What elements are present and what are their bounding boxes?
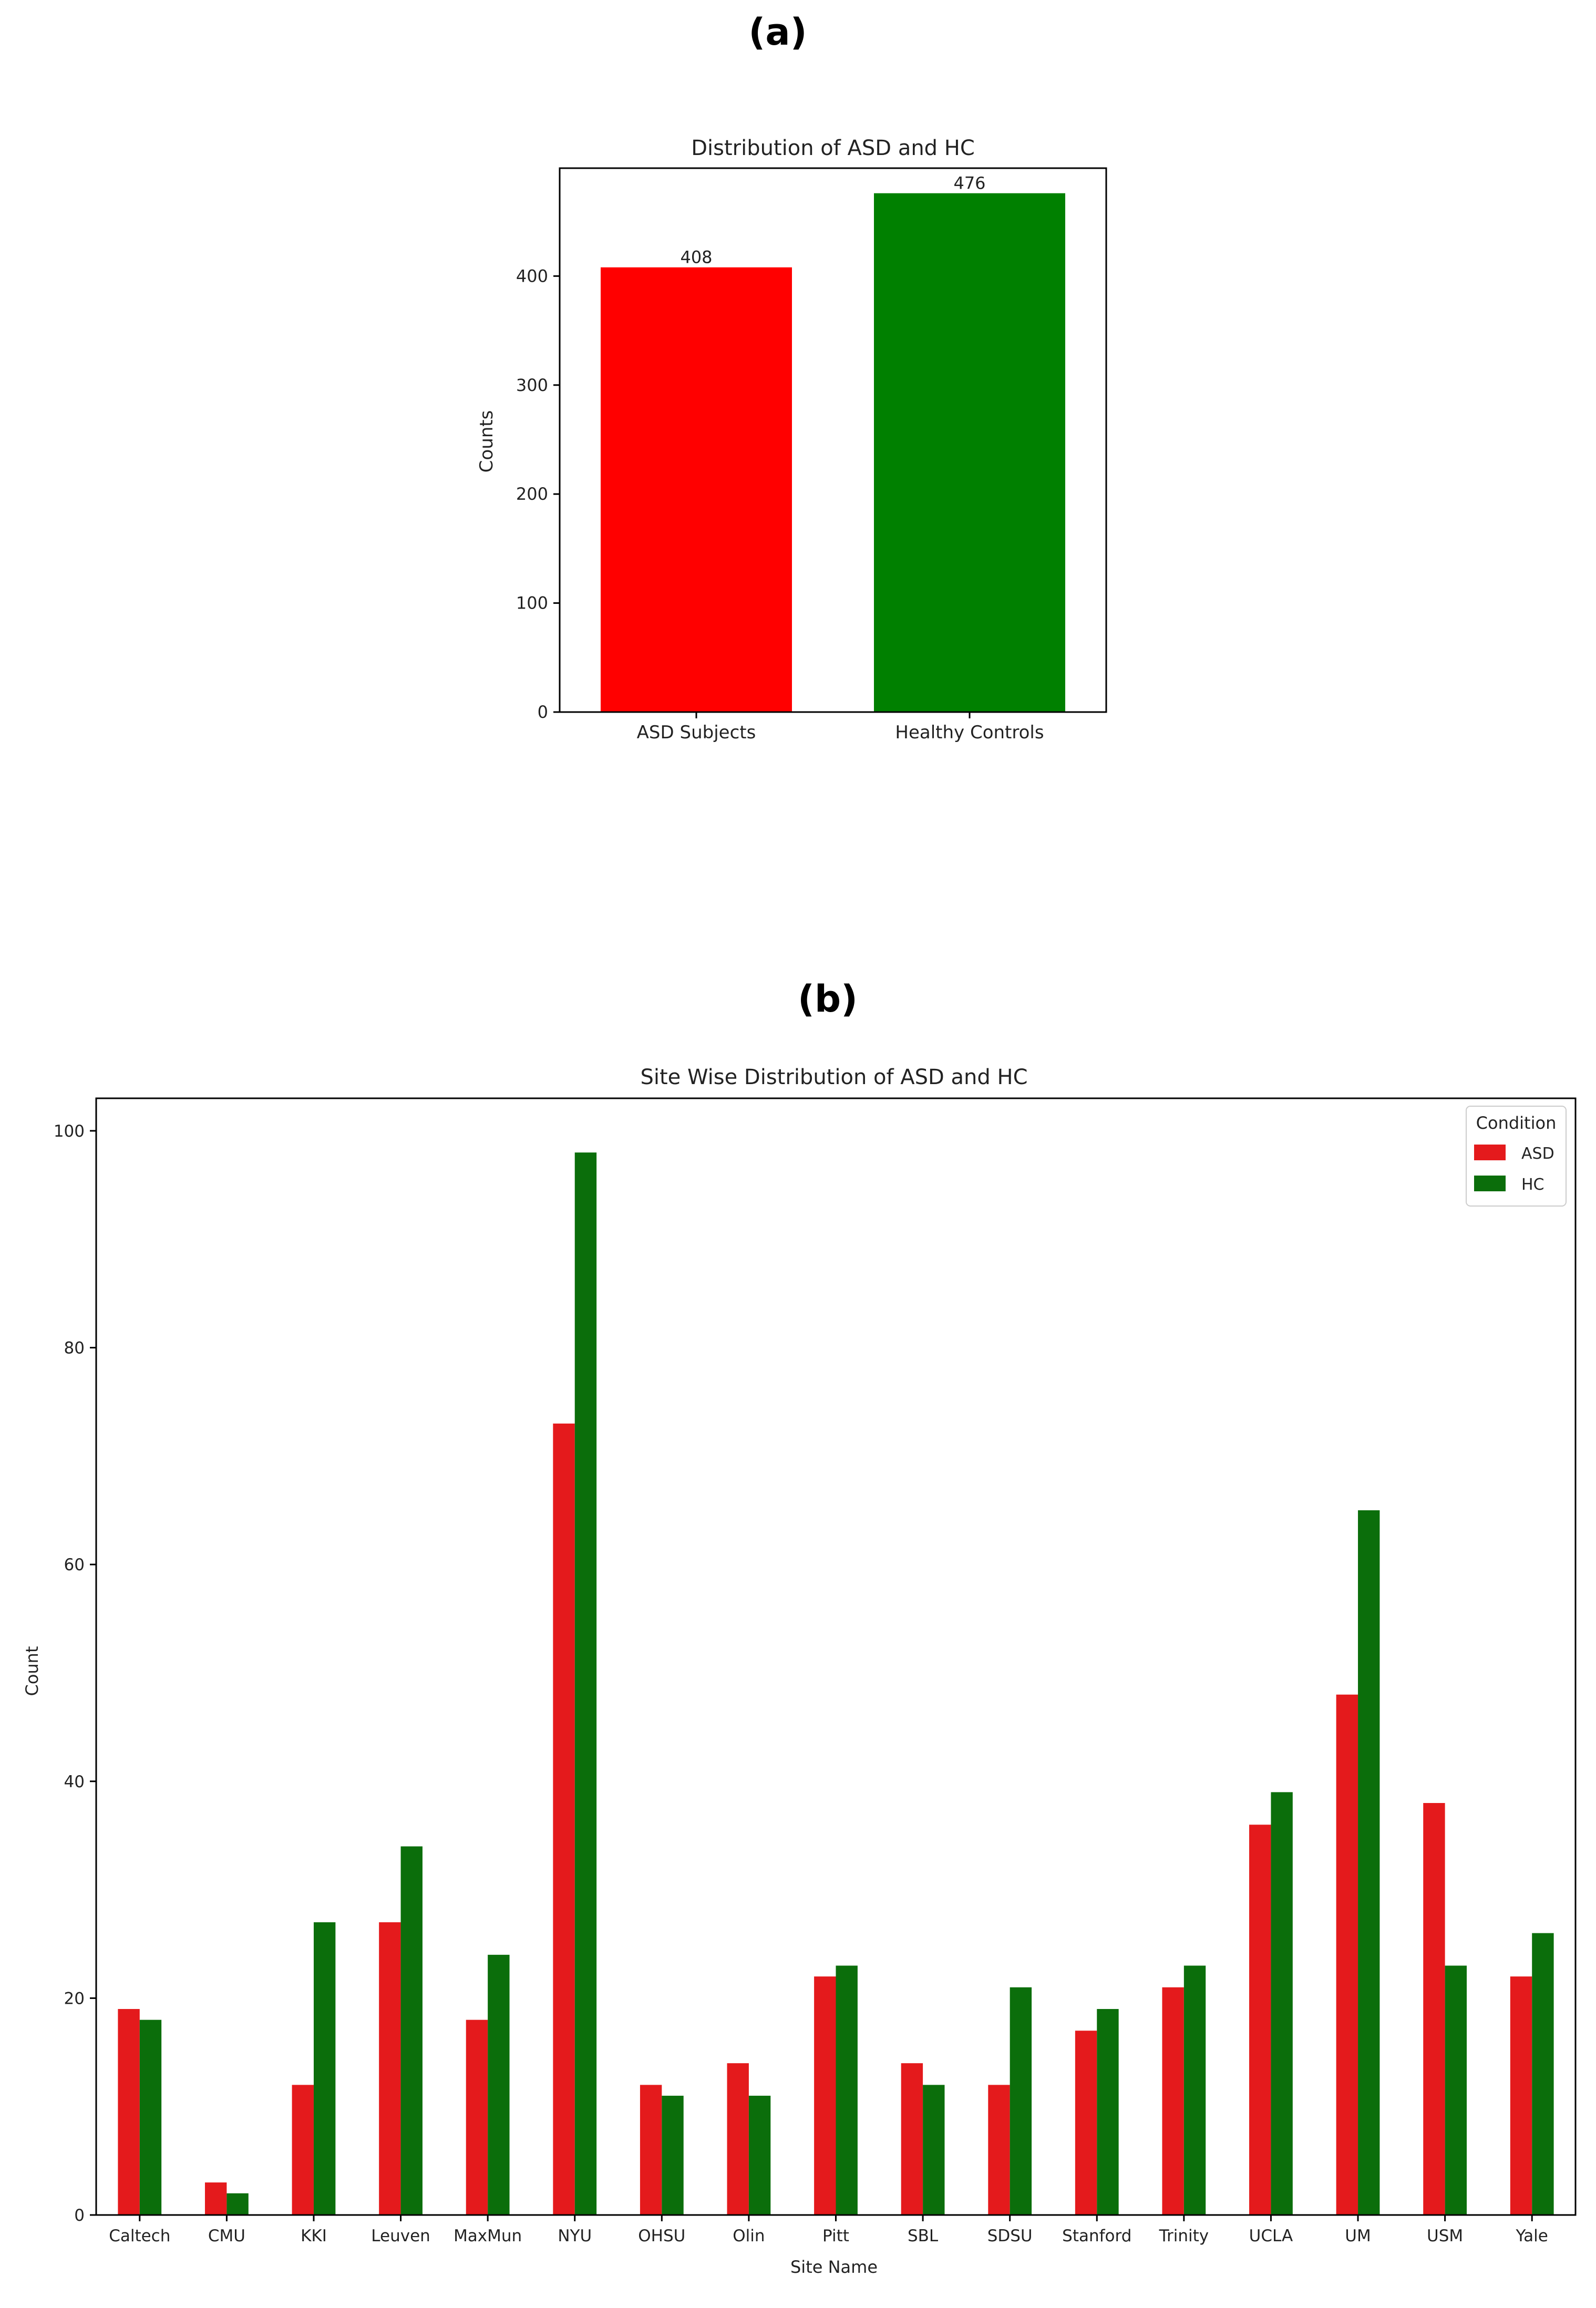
data-label-healthy-controls: 476: [953, 173, 985, 193]
x-tick-label-caltech: Caltech: [109, 2227, 170, 2245]
bar-hc-sbl: [923, 2085, 945, 2215]
bar-asd-ucla: [1249, 1825, 1271, 2215]
y-tick-label: 100: [516, 593, 548, 613]
chart-a-ylabel: Counts: [476, 410, 497, 473]
chart-a-plot-frame: [559, 167, 1107, 713]
x-tick-label-pitt: Pitt: [822, 2227, 849, 2245]
bar-asd-cmu: [204, 2182, 227, 2215]
legend-label-asd: ASD: [1521, 1145, 1554, 1163]
x-tick-label-leuven: Leuven: [371, 2227, 430, 2245]
chart-a-asd-hc-distribution: Distribution of ASD and HC Counts 0 100 20…: [476, 136, 1107, 743]
chart-a-title: Distribution of ASD and HC: [691, 136, 975, 160]
x-tick-label-ucla: UCLA: [1249, 2227, 1293, 2245]
x-tick-label-olin: Olin: [733, 2227, 765, 2245]
x-tick-label-asd-subjects: ASD Subjects: [637, 722, 756, 743]
x-tick-label-stanford: Stanford: [1062, 2227, 1131, 2245]
y-tick-label: 60: [64, 1555, 85, 1574]
bar-hc-cmu: [226, 2193, 249, 2215]
panel-b-label: (b): [797, 977, 858, 1021]
y-tick-label: 80: [64, 1339, 85, 1358]
y-tick-label: 20: [64, 1989, 85, 2008]
y-tick-label: 0: [74, 2206, 85, 2225]
chart-b-site-wise-distribution: Site Wise Distribution of ASD and HC Cou…: [22, 1065, 1577, 2277]
y-tick-label: 300: [516, 375, 548, 395]
legend-swatch-asd: [1474, 1145, 1506, 1160]
bar-asd-um: [1336, 1694, 1358, 2215]
bar-asd-sdsu: [988, 2085, 1010, 2215]
chart-b-xlabel: Site Name: [790, 2257, 878, 2277]
legend-label-hc: HC: [1521, 1176, 1544, 1194]
bar-hc-sdsu: [1010, 1987, 1032, 2215]
x-tick-label-sbl: SBL: [908, 2227, 939, 2245]
x-tick-label-sdsu: SDSU: [987, 2227, 1033, 2245]
chart-b-ylabel: Count: [22, 1646, 42, 1696]
x-tick-label-yale: Yale: [1516, 2227, 1548, 2245]
bar-asd-sbl: [901, 2063, 923, 2215]
x-tick-label-usm: USM: [1427, 2227, 1463, 2245]
bar-asd-leuven: [379, 1922, 401, 2215]
y-tick-label: 40: [64, 1773, 85, 1791]
bar-asd-subjects: [601, 267, 792, 712]
x-tick-label-um: UM: [1345, 2227, 1371, 2245]
x-tick-label-trinity: Trinity: [1159, 2227, 1209, 2245]
legend-title: Condition: [1476, 1113, 1557, 1133]
bar-healthy-controls: [874, 193, 1065, 712]
chart-b-plot-frame: [95, 1097, 1577, 2216]
x-tick-label-maxmun: MaxMun: [454, 2227, 522, 2245]
bar-asd-pitt: [814, 1976, 836, 2215]
y-tick-label: 0: [538, 702, 548, 722]
bar-asd-yale: [1510, 1976, 1532, 2215]
bar-hc-leuven: [400, 1846, 423, 2215]
x-tick-label-kki: KKI: [301, 2227, 327, 2245]
bar-asd-caltech: [118, 2009, 140, 2215]
bar-asd-olin: [727, 2063, 749, 2215]
bar-hc-pitt: [836, 1965, 858, 2215]
bar-hc-ohsu: [662, 2096, 684, 2215]
y-tick-label: 400: [516, 266, 548, 286]
bar-asd-nyu: [553, 1423, 575, 2215]
bar-asd-ohsu: [640, 2085, 662, 2215]
x-tick-label-healthy-controls: Healthy Controls: [895, 722, 1044, 743]
bar-hc-usm: [1445, 1965, 1467, 2215]
legend-swatch-hc: [1474, 1176, 1506, 1191]
panel-a-label: (a): [748, 11, 807, 54]
bar-asd-stanford: [1075, 2031, 1097, 2215]
bar-hc-nyu: [574, 1152, 597, 2215]
bar-hc-ucla: [1271, 1792, 1293, 2215]
bar-asd-usm: [1423, 1803, 1445, 2215]
bar-hc-kki: [313, 1922, 336, 2215]
chart-b-legend: Condition ASD HC: [1466, 1106, 1567, 1207]
bar-hc-caltech: [139, 2020, 162, 2215]
x-tick-label-ohsu: OHSU: [638, 2227, 685, 2245]
bar-hc-stanford: [1097, 2009, 1119, 2215]
chart-b-title: Site Wise Distribution of ASD and HC: [640, 1065, 1027, 1089]
x-tick-label-cmu: CMU: [208, 2227, 245, 2245]
y-tick-label: 200: [516, 484, 548, 504]
x-tick-label-nyu: NYU: [558, 2227, 592, 2245]
bar-hc-maxmun: [488, 1954, 510, 2215]
bar-hc-um: [1358, 1510, 1380, 2215]
bar-asd-maxmun: [466, 2020, 488, 2215]
bar-asd-trinity: [1162, 1987, 1184, 2215]
bar-hc-yale: [1532, 1933, 1554, 2215]
data-label-asd-subjects: 408: [680, 248, 712, 267]
bar-asd-kki: [292, 2085, 314, 2215]
bar-hc-olin: [748, 2096, 771, 2215]
y-tick-label: 100: [54, 1122, 85, 1141]
bar-hc-trinity: [1183, 1965, 1206, 2215]
